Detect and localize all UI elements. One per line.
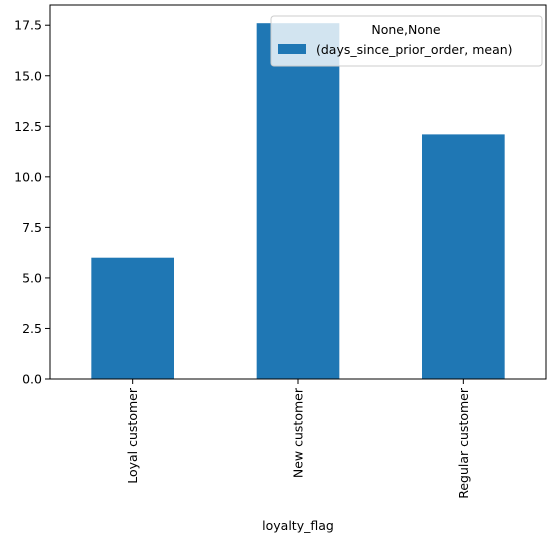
y-tick-label: 12.5 (14, 119, 42, 134)
bar-new-customer (256, 23, 340, 380)
bars (91, 23, 505, 380)
y-tick-label: 17.5 (14, 18, 42, 33)
y-tick-label: 0.0 (22, 372, 42, 387)
x-tick-label: Regular customer (456, 387, 471, 499)
plot-frame (49, 4, 547, 380)
x-axis-label: loyalty_flag (262, 518, 334, 533)
x-tick-label: New customer (291, 387, 306, 478)
legend-swatch (278, 44, 306, 54)
y-tick-label: 7.5 (22, 220, 42, 235)
bar-regular-customer (422, 134, 505, 379)
y-tick-label: 5.0 (22, 270, 42, 285)
x-axis: Loyal customer New customer Regular custom… (125, 379, 471, 499)
legend-box (270, 15, 543, 67)
y-tick-label: 2.5 (22, 321, 42, 336)
x-tick-label: Loyal customer (125, 387, 140, 484)
legend-label: (days_since_prior_order, mean) (316, 42, 513, 57)
bar-loyal-customer (91, 257, 174, 379)
legend-title: None,None (371, 22, 441, 37)
y-tick-label: 10.0 (14, 169, 42, 184)
legend: None,None (days_since_prior_order, mean) (270, 15, 543, 67)
y-axis: 0.0 2.5 5.0 7.5 10.0 12.5 15.0 17.5 (14, 18, 50, 387)
y-tick-label: 15.0 (14, 68, 42, 83)
